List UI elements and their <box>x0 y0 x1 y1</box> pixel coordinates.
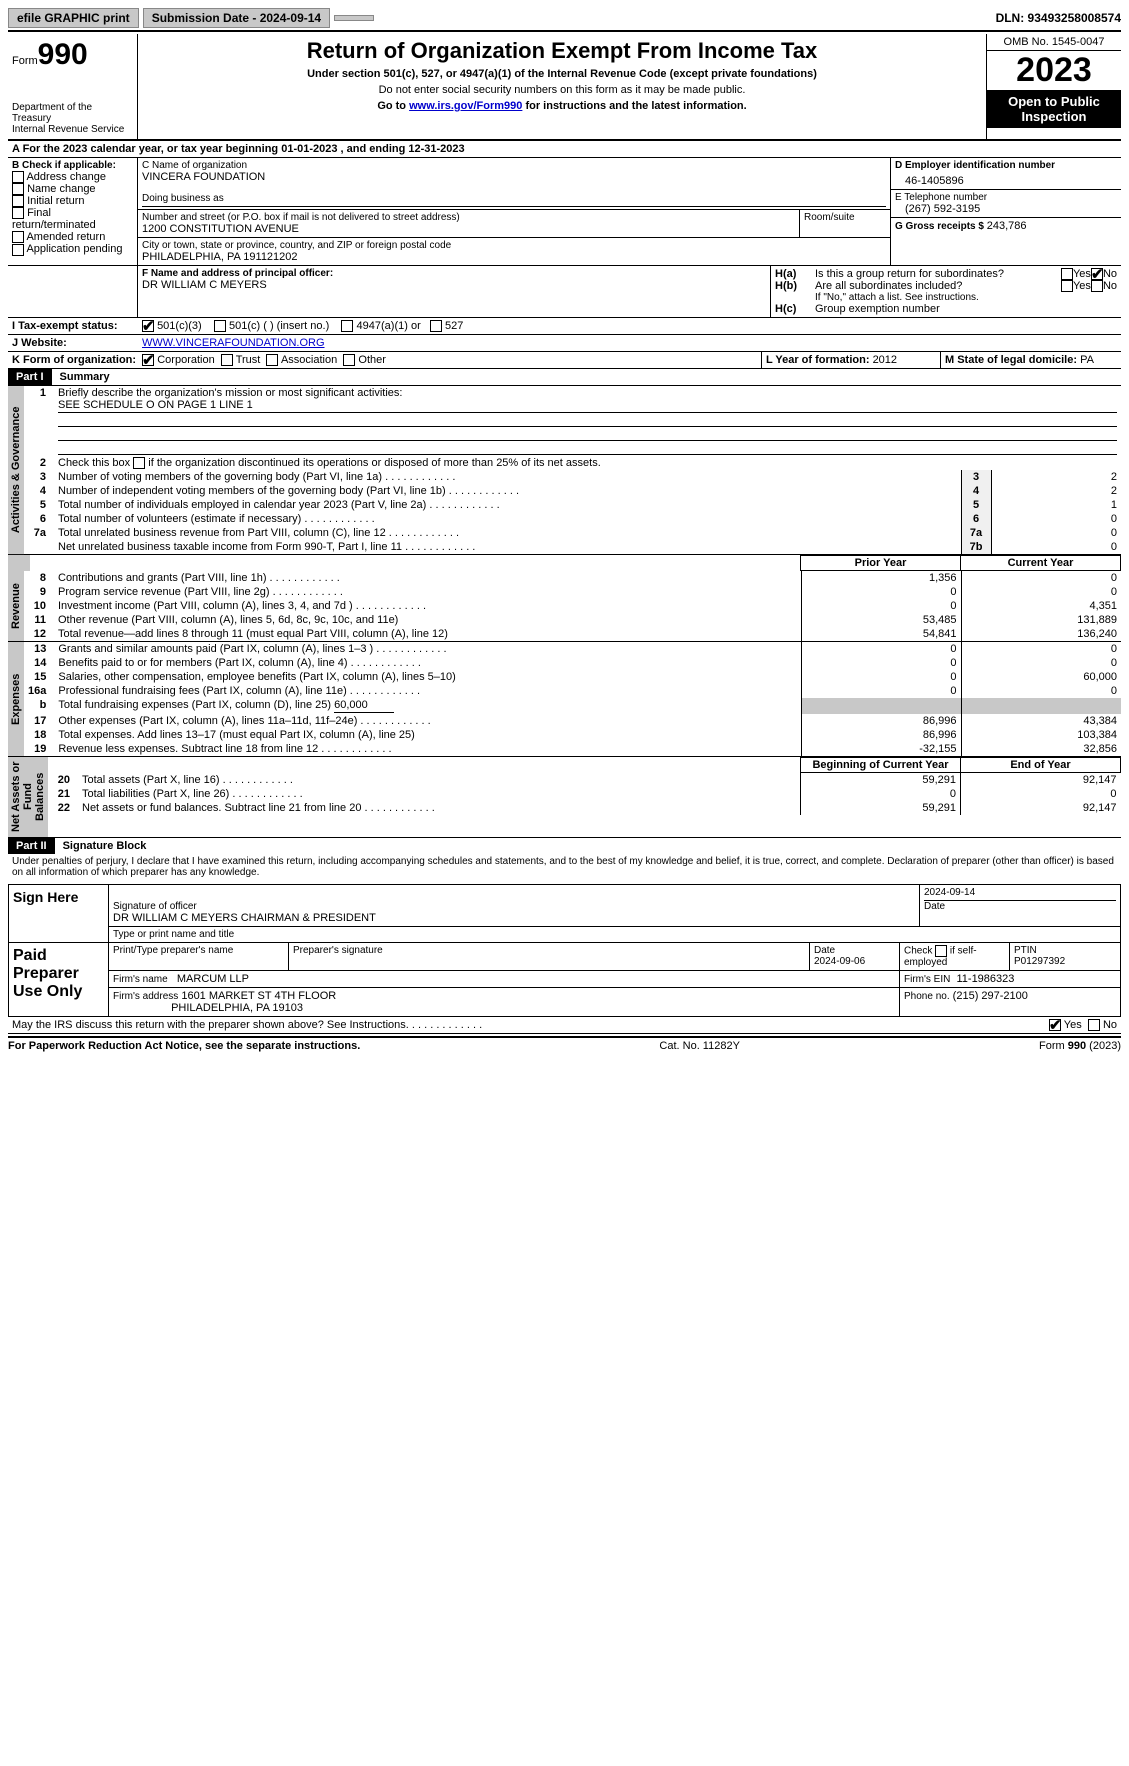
checkbox-discuss-no[interactable] <box>1088 1019 1100 1031</box>
checkbox-initial-return[interactable] <box>12 195 24 207</box>
end-year-header: End of Year <box>961 758 1121 773</box>
omb-number: OMB No. 1545-0047 <box>987 34 1121 51</box>
box-k: K Form of organization: Corporation Trus… <box>8 352 761 368</box>
checkbox-4947[interactable] <box>341 320 353 332</box>
discuss-question: May the IRS discuss this return with the… <box>12 1019 1049 1031</box>
form-number: Form990 <box>12 38 133 72</box>
phone: (267) 592-3195 <box>895 203 1117 215</box>
beginning-year-header: Beginning of Current Year <box>801 758 961 773</box>
submission-date-button[interactable]: Submission Date - 2024-09-14 <box>143 8 330 28</box>
box-l: L Year of formation: 2012 <box>761 352 941 368</box>
form-header: Form990 Department of the Treasury Inter… <box>8 34 1121 141</box>
top-bar: efile GRAPHIC print Submission Date - 20… <box>8 8 1121 32</box>
org-city: PHILADELPHIA, PA 191121202 <box>142 251 886 263</box>
checkbox-discuss-yes[interactable] <box>1049 1019 1061 1031</box>
checkbox-name-change[interactable] <box>12 183 24 195</box>
form-title: Return of Organization Exempt From Incom… <box>142 38 982 64</box>
website-label: J Website: <box>8 335 138 351</box>
website-link[interactable]: WWW.VINCERAFOUNDATION.ORG <box>142 337 325 349</box>
org-name: VINCERA FOUNDATION <box>142 171 886 183</box>
prior-year-header: Prior Year <box>801 556 961 571</box>
checkbox-corp[interactable] <box>142 354 154 366</box>
checkbox-discontinued[interactable] <box>133 457 145 469</box>
box-h: H(a)Is this a group return for subordina… <box>771 266 1121 317</box>
subtitle-2: Do not enter social security numbers on … <box>142 84 982 96</box>
dept-treasury: Department of the Treasury <box>12 102 133 124</box>
mission-text: SEE SCHEDULE O ON PAGE 1 LINE 1 <box>58 399 1117 413</box>
val-l3: 2 <box>991 470 1121 484</box>
part2-header: Part IISignature Block <box>8 837 1121 854</box>
checkbox-ha-yes[interactable] <box>1061 268 1073 280</box>
efile-print-button[interactable]: efile GRAPHIC print <box>8 8 139 28</box>
checkbox-amended-return[interactable] <box>12 231 24 243</box>
firm-ein: 11-1986323 <box>956 973 1014 985</box>
tax-status-label: I Tax-exempt status: <box>8 318 138 334</box>
box-b: B Check if applicable: Address change Na… <box>8 158 138 265</box>
box-c: C Name of organization VINCERA FOUNDATIO… <box>138 158 891 265</box>
checkbox-ha-no[interactable] <box>1091 268 1103 280</box>
perjury-statement: Under penalties of perjury, I declare th… <box>8 854 1121 880</box>
section-net-assets: Net Assets or Fund Balances <box>8 757 48 837</box>
part1-header: Part ISummary <box>8 369 1121 386</box>
checkbox-527[interactable] <box>430 320 442 332</box>
gross-receipts: 243,786 <box>987 220 1027 232</box>
box-deg: D Employer identification number 46-1405… <box>891 158 1121 265</box>
checkbox-hb-no[interactable] <box>1091 280 1103 292</box>
checkbox-self-employed[interactable] <box>935 945 947 957</box>
principal-officer: DR WILLIAM C MEYERS <box>142 279 766 291</box>
checkbox-trust[interactable] <box>221 354 233 366</box>
officer-signature: DR WILLIAM C MEYERS CHAIRMAN & PRESIDENT <box>113 912 915 924</box>
sign-here-label: Sign Here <box>9 885 109 942</box>
checkbox-501c[interactable] <box>214 320 226 332</box>
current-year-header: Current Year <box>961 556 1121 571</box>
checkbox-address-change[interactable] <box>12 171 24 183</box>
checkbox-assoc[interactable] <box>266 354 278 366</box>
firm-phone: (215) 297-2100 <box>953 990 1028 1002</box>
section-expenses: Expenses <box>8 642 24 756</box>
page-footer: For Paperwork Reduction Act Notice, see … <box>8 1036 1121 1052</box>
checkbox-501c3[interactable] <box>142 320 154 332</box>
firm-name: MARCUM LLP <box>177 973 249 985</box>
ptin: P01297392 <box>1014 956 1065 967</box>
line-a: A For the 2023 calendar year, or tax yea… <box>8 141 1121 158</box>
ein: 46-1405896 <box>895 171 1117 187</box>
section-revenue: Revenue <box>8 571 24 641</box>
checkbox-hb-yes[interactable] <box>1061 280 1073 292</box>
subtitle-1: Under section 501(c), 527, or 4947(a)(1)… <box>142 68 982 80</box>
box-m: M State of legal domicile: PA <box>941 352 1121 368</box>
dln-label: DLN: 93493258008574 <box>996 11 1121 25</box>
box-f: F Name and address of principal officer:… <box>138 266 771 317</box>
org-address: 1200 CONSTITUTION AVENUE <box>142 223 795 235</box>
checkbox-other[interactable] <box>343 354 355 366</box>
irs-link[interactable]: www.irs.gov/Form990 <box>409 100 522 112</box>
subtitle-3: Go to www.irs.gov/Form990 for instructio… <box>142 100 982 112</box>
blank-button <box>334 15 374 21</box>
irs-label: Internal Revenue Service <box>12 124 133 135</box>
checkbox-app-pending[interactable] <box>12 244 24 256</box>
open-to-public: Open to Public Inspection <box>987 90 1121 128</box>
checkbox-final-return[interactable] <box>12 207 24 219</box>
paid-preparer-label: Paid Preparer Use Only <box>9 943 109 1016</box>
section-governance: Activities & Governance <box>8 386 24 554</box>
tax-year: 2023 <box>987 51 1121 90</box>
